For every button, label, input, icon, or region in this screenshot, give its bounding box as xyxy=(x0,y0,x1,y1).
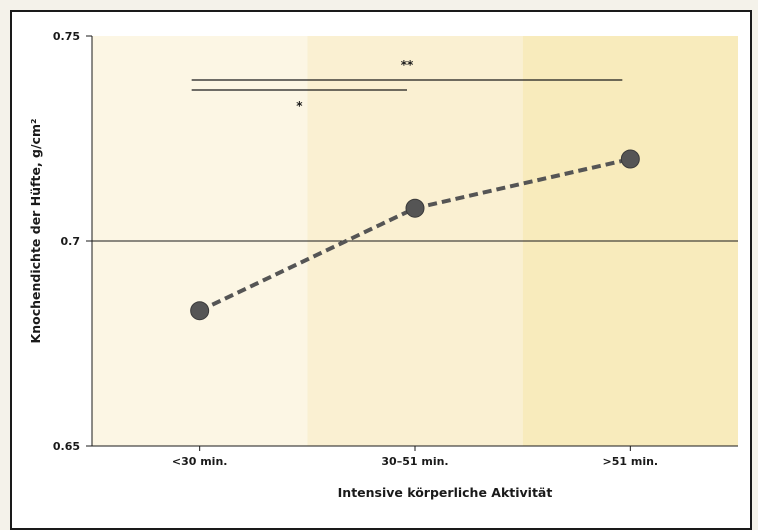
significance-label: * xyxy=(296,99,303,113)
y-tick-label: 0.7 xyxy=(61,235,81,248)
x-axis-title: Intensive körperliche Aktivität xyxy=(338,485,553,500)
data-point xyxy=(190,301,210,321)
significance-label: ** xyxy=(401,58,414,72)
y-tick-label: 0.65 xyxy=(53,440,80,453)
line-chart: 0.650.70.75<30 min. 30–51 min. >51 min.***… xyxy=(28,30,738,500)
x-tick-label: 30–51 min. xyxy=(381,455,448,468)
data-point xyxy=(620,149,640,169)
y-tick-label: 0.75 xyxy=(53,30,80,43)
y-axis-title: Knochendichte der Hüfte, g/cm² xyxy=(28,119,43,344)
data-point xyxy=(405,198,425,218)
x-tick-label: <30 min. xyxy=(172,455,228,468)
x-tick-label: >51 min. xyxy=(603,455,659,468)
